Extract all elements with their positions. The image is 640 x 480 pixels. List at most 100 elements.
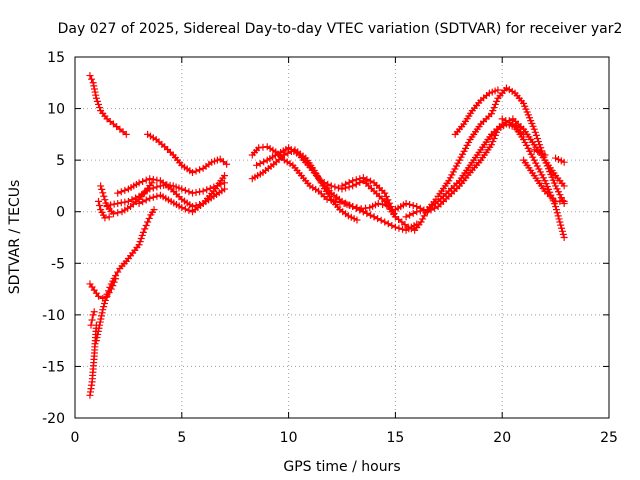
data-point	[109, 282, 117, 290]
data-point	[136, 238, 144, 246]
data-point	[103, 292, 111, 300]
data-point	[406, 200, 414, 208]
data-layer	[86, 72, 568, 399]
data-point	[530, 156, 538, 164]
data-point	[178, 204, 186, 212]
data-point	[366, 177, 374, 185]
data-point	[388, 221, 396, 229]
chart-title: Day 027 of 2025, Sidereal Day-to-day VTE…	[58, 21, 623, 37]
data-point	[537, 149, 545, 157]
data-point	[387, 203, 395, 211]
x-tick-label: 0	[71, 430, 80, 446]
data-point	[349, 177, 357, 185]
data-point	[114, 199, 122, 207]
data-point	[99, 306, 107, 314]
data-point	[384, 220, 392, 228]
data-point	[342, 180, 350, 188]
data-point	[391, 223, 399, 231]
data-point	[374, 215, 382, 223]
data-point	[101, 214, 109, 222]
data-point	[490, 104, 498, 112]
data-point	[101, 196, 109, 204]
data-point	[409, 202, 417, 210]
data-point	[523, 141, 531, 149]
data-point	[555, 215, 563, 223]
data-point	[465, 138, 473, 146]
data-point	[498, 115, 506, 123]
series-track-7	[94, 197, 113, 222]
data-point	[359, 208, 367, 216]
data-point	[221, 185, 229, 193]
data-point	[96, 318, 104, 326]
series-track-5	[86, 275, 120, 302]
data-point	[366, 211, 374, 219]
data-point	[560, 182, 568, 190]
data-point	[558, 227, 566, 235]
data-point	[144, 218, 152, 226]
x-axis-label: GPS time / hours	[283, 459, 400, 475]
data-point	[338, 197, 346, 205]
data-point	[381, 189, 389, 197]
data-point	[94, 197, 102, 205]
data-point	[117, 188, 125, 196]
data-point	[223, 160, 231, 168]
series-track-1	[86, 72, 130, 138]
data-point	[105, 289, 113, 297]
data-point	[142, 196, 150, 204]
series-track-25	[552, 154, 568, 166]
data-point	[352, 176, 360, 184]
data-point	[192, 167, 200, 175]
data-point	[402, 199, 410, 207]
series-track-26	[520, 156, 568, 205]
data-point	[139, 177, 147, 185]
data-point	[417, 218, 425, 226]
data-point	[448, 171, 456, 179]
data-point	[146, 194, 154, 202]
series-trace	[554, 157, 565, 163]
data-point	[352, 204, 360, 212]
data-point	[342, 199, 350, 207]
series-trace	[394, 123, 525, 213]
plot-frame	[74, 56, 610, 419]
series-track-18	[391, 120, 528, 216]
y-tick-label: -20	[42, 411, 65, 427]
data-point	[413, 220, 421, 228]
data-point	[538, 171, 546, 179]
y-tick-label: -10	[42, 308, 65, 324]
data-point	[128, 196, 136, 204]
data-point	[488, 110, 496, 118]
data-point	[356, 175, 364, 183]
y-tick-label: 10	[47, 102, 65, 118]
data-point	[531, 128, 539, 136]
data-point	[445, 177, 453, 185]
data-point	[114, 209, 122, 217]
data-point	[96, 321, 104, 329]
data-point	[457, 153, 465, 161]
data-point	[384, 196, 392, 204]
y-tick-label: 0	[56, 205, 65, 221]
data-point	[560, 234, 568, 241]
data-point	[386, 199, 394, 207]
data-point	[121, 198, 129, 206]
data-point	[530, 146, 538, 154]
data-point	[86, 72, 94, 80]
data-point	[381, 218, 389, 226]
data-point	[196, 166, 204, 174]
data-point	[489, 107, 497, 115]
data-point	[253, 161, 261, 169]
data-point	[331, 183, 339, 191]
series-track-19	[402, 115, 528, 221]
series-track-8	[144, 130, 231, 177]
data-point	[552, 206, 560, 214]
data-point	[327, 182, 335, 190]
data-point	[142, 176, 150, 184]
data-point	[178, 185, 186, 193]
data-point	[94, 330, 102, 338]
data-point	[532, 159, 540, 167]
data-point	[446, 174, 454, 182]
data-point	[395, 224, 403, 232]
data-point	[90, 82, 98, 90]
data-point	[280, 151, 288, 159]
data-point	[185, 188, 193, 196]
